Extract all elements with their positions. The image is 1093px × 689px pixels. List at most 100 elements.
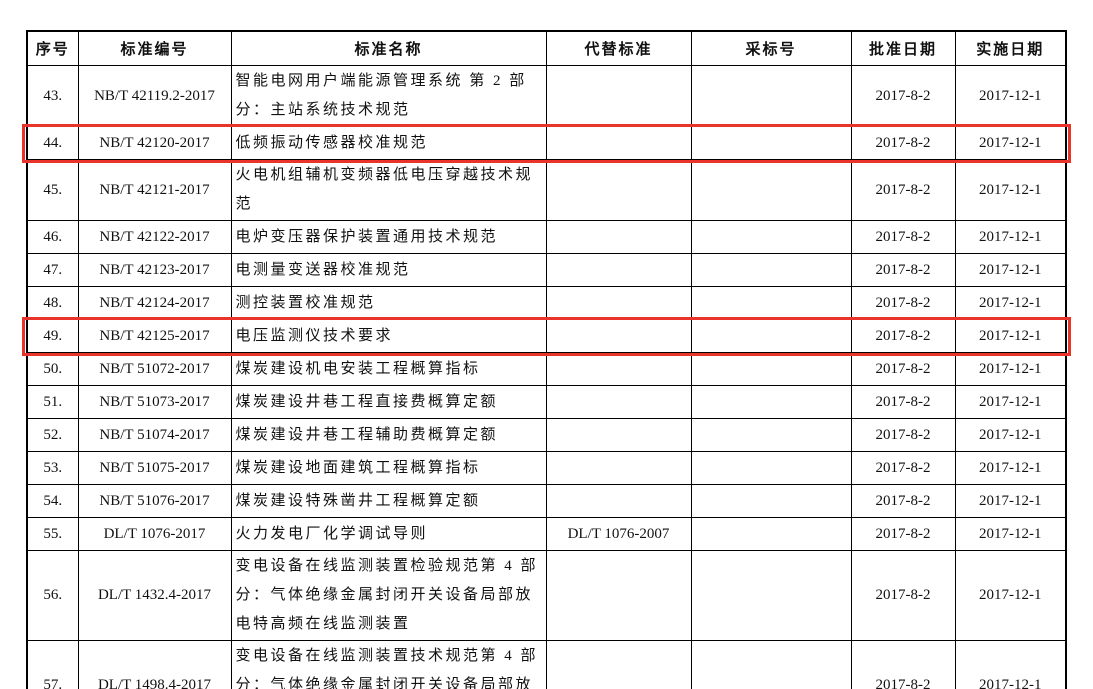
cell-implementation-date: 2017-12-1 (954, 253, 1067, 287)
cell-index: 57. (26, 640, 79, 689)
cell-index: 47. (26, 253, 79, 287)
cell-standard-name: 电测量变送器校准规范 (230, 253, 547, 287)
cell-approval-date: 2017-8-2 (850, 319, 956, 353)
cell-standard-name: 煤炭建设井巷工程辅助费概算定额 (230, 418, 547, 452)
cell-approval-date: 2017-8-2 (850, 385, 956, 419)
cell-adopted-code (690, 418, 852, 452)
cell-replaced-standard (545, 126, 692, 160)
table-row: 45. NB/T 42121-2017 火电机组辅机变频器低电压穿越技术规范 2017… (26, 159, 1067, 221)
cell-standard-code: NB/T 42119.2-2017 (77, 65, 232, 127)
cell-replaced-standard (545, 159, 692, 221)
cell-approval-date: 2017-8-2 (850, 159, 956, 221)
table-row: 55. DL/T 1076-2017 火力发电厂化学调试导则 DL/T 1076-20… (26, 517, 1067, 551)
cell-adopted-code (690, 640, 852, 689)
cell-adopted-code (690, 517, 852, 551)
cell-standard-name: 低频振动传感器校准规范 (230, 126, 547, 160)
cell-index: 48. (26, 286, 79, 320)
cell-replaced-standard (545, 451, 692, 485)
cell-adopted-code (690, 385, 852, 419)
cell-standard-name: 测控装置校准规范 (230, 286, 547, 320)
cell-index: 54. (26, 484, 79, 518)
cell-standard-code: NB/T 42124-2017 (77, 286, 232, 320)
cell-standard-code: NB/T 51074-2017 (77, 418, 232, 452)
cell-approval-date: 2017-8-2 (850, 220, 956, 254)
cell-standard-code: NB/T 42120-2017 (77, 126, 232, 160)
cell-standard-code: NB/T 42123-2017 (77, 253, 232, 287)
col-header-replaced-standard: 代替标准 (545, 30, 692, 66)
table-row: 57. DL/T 1498.4-2017 变电设备在线监测装置技术规范第 4 部分：… (26, 640, 1067, 689)
cell-implementation-date: 2017-12-1 (954, 451, 1067, 485)
cell-standard-code: DL/T 1498.4-2017 (77, 640, 232, 689)
table-row: 52. NB/T 51074-2017 煤炭建设井巷工程辅助费概算定额 2017-8-… (26, 418, 1067, 452)
cell-adopted-code (690, 484, 852, 518)
cell-approval-date: 2017-8-2 (850, 253, 956, 287)
cell-adopted-code (690, 159, 852, 221)
cell-index: 52. (26, 418, 79, 452)
cell-adopted-code (690, 126, 852, 160)
cell-standard-code: NB/T 51073-2017 (77, 385, 232, 419)
cell-approval-date: 2017-8-2 (850, 550, 956, 641)
table-row: 54. NB/T 51076-2017 煤炭建设特殊凿井工程概算定额 2017-8-2… (26, 484, 1067, 518)
cell-implementation-date: 2017-12-1 (954, 126, 1067, 160)
cell-standard-code: NB/T 42122-2017 (77, 220, 232, 254)
cell-replaced-standard (545, 253, 692, 287)
table-row: 48. NB/T 42124-2017 测控装置校准规范 2017-8-2 2017-1… (26, 286, 1067, 320)
cell-replaced-standard (545, 286, 692, 320)
cell-index: 56. (26, 550, 79, 641)
cell-standard-name: 智能电网用户端能源管理系统 第 2 部分：主站系统技术规范 (230, 65, 547, 127)
cell-approval-date: 2017-8-2 (850, 484, 956, 518)
cell-standard-code: NB/T 51072-2017 (77, 352, 232, 386)
table-header: 序号 标准编号 标准名称 代替标准 采标号 批准日期 实施日期 (26, 30, 1067, 66)
standards-table: 序号 标准编号 标准名称 代替标准 采标号 批准日期 实施日期 43. NB/T … (26, 30, 1067, 689)
table-row: 43. NB/T 42119.2-2017 智能电网用户端能源管理系统 第 2 部分… (26, 65, 1067, 127)
cell-approval-date: 2017-8-2 (850, 126, 956, 160)
cell-standard-name: 电炉变压器保护装置通用技术规范 (230, 220, 547, 254)
col-header-implementation-date: 实施日期 (954, 30, 1067, 66)
cell-replaced-standard (545, 640, 692, 689)
cell-standard-code: NB/T 42121-2017 (77, 159, 232, 221)
cell-replaced-standard (545, 385, 692, 419)
table-row: 51. NB/T 51073-2017 煤炭建设井巷工程直接费概算定额 2017-8-… (26, 385, 1067, 419)
cell-adopted-code (690, 286, 852, 320)
table-row: 46. NB/T 42122-2017 电炉变压器保护装置通用技术规范 2017-8-… (26, 220, 1067, 254)
cell-standard-code: NB/T 51076-2017 (77, 484, 232, 518)
cell-index: 44. (26, 126, 79, 160)
cell-standard-name: 火电机组辅机变频器低电压穿越技术规范 (230, 159, 547, 221)
cell-index: 50. (26, 352, 79, 386)
cell-implementation-date: 2017-12-1 (954, 286, 1067, 320)
cell-replaced-standard (545, 352, 692, 386)
cell-standard-name: 火力发电厂化学调试导则 (230, 517, 547, 551)
cell-standard-name: 煤炭建设机电安装工程概算指标 (230, 352, 547, 386)
cell-implementation-date: 2017-12-1 (954, 385, 1067, 419)
cell-replaced-standard: DL/T 1076-2007 (545, 517, 692, 551)
cell-replaced-standard (545, 220, 692, 254)
cell-standard-name: 煤炭建设地面建筑工程概算指标 (230, 451, 547, 485)
col-header-standard-name: 标准名称 (230, 30, 547, 66)
cell-approval-date: 2017-8-2 (850, 418, 956, 452)
cell-standard-code: NB/T 51075-2017 (77, 451, 232, 485)
cell-adopted-code (690, 550, 852, 641)
cell-index: 46. (26, 220, 79, 254)
cell-implementation-date: 2017-12-1 (954, 65, 1067, 127)
cell-standard-name: 煤炭建设特殊凿井工程概算定额 (230, 484, 547, 518)
cell-approval-date: 2017-8-2 (850, 640, 956, 689)
cell-standard-name: 煤炭建设井巷工程直接费概算定额 (230, 385, 547, 419)
cell-implementation-date: 2017-12-1 (954, 517, 1067, 551)
table-row: 44. NB/T 42120-2017 低频振动传感器校准规范 2017-8-2 201… (26, 126, 1067, 160)
cell-implementation-date: 2017-12-1 (954, 220, 1067, 254)
table-row: 56. DL/T 1432.4-2017 变电设备在线监测装置检验规范第 4 部分：… (26, 550, 1067, 641)
cell-approval-date: 2017-8-2 (850, 65, 956, 127)
col-header-standard-code: 标准编号 (77, 30, 232, 66)
col-header-approval-date: 批准日期 (850, 30, 956, 66)
cell-implementation-date: 2017-12-1 (954, 484, 1067, 518)
cell-index: 49. (26, 319, 79, 353)
col-header-index: 序号 (26, 30, 79, 66)
cell-index: 55. (26, 517, 79, 551)
cell-replaced-standard (545, 484, 692, 518)
cell-standard-code: DL/T 1076-2017 (77, 517, 232, 551)
cell-implementation-date: 2017-12-1 (954, 352, 1067, 386)
cell-adopted-code (690, 352, 852, 386)
table-row: 53. NB/T 51075-2017 煤炭建设地面建筑工程概算指标 2017-8-2… (26, 451, 1067, 485)
cell-index: 45. (26, 159, 79, 221)
